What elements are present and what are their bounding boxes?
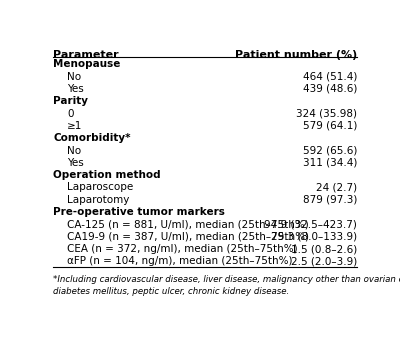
Text: 1.5 (0.8–2.6): 1.5 (0.8–2.6) [291,244,357,254]
Text: 592 (65.6): 592 (65.6) [302,146,357,155]
Text: 2.5 (2.0–3.9): 2.5 (2.0–3.9) [291,257,357,266]
Text: Laparoscope: Laparoscope [67,183,133,193]
Text: Parity: Parity [53,96,88,106]
Text: Comorbidity*: Comorbidity* [53,133,130,143]
Text: 29.3 (8.0–133.9): 29.3 (8.0–133.9) [271,232,357,242]
Text: *Including cardiovascular disease, liver disease, malignancy other than ovarian : *Including cardiovascular disease, liver… [53,275,400,296]
Text: 311 (34.4): 311 (34.4) [302,158,357,168]
Text: Menopause: Menopause [53,59,120,69]
Text: 94.9 (32.5–423.7): 94.9 (32.5–423.7) [264,219,357,230]
Text: Pre-operative tumor markers: Pre-operative tumor markers [53,207,225,217]
Text: No: No [67,146,81,155]
Text: 879 (97.3): 879 (97.3) [302,195,357,205]
Text: Operation method: Operation method [53,170,161,180]
Text: 464 (51.4): 464 (51.4) [302,72,357,81]
Text: αFP (n = 104, ng/m), median (25th–75th%): αFP (n = 104, ng/m), median (25th–75th%) [67,257,292,266]
Text: Parameter: Parameter [53,50,119,60]
Text: 439 (48.6): 439 (48.6) [302,84,357,94]
Text: Patient number (%): Patient number (%) [235,50,357,60]
Text: Yes: Yes [67,158,84,168]
Text: CEA (n = 372, ng/ml), median (25th–75th%): CEA (n = 372, ng/ml), median (25th–75th%… [67,244,298,254]
Text: Yes: Yes [67,84,84,94]
Text: CA19-9 (n = 387, U/ml), median (25th–75th%): CA19-9 (n = 387, U/ml), median (25th–75t… [67,232,309,242]
Text: Laparotomy: Laparotomy [67,195,130,205]
Text: 0: 0 [67,108,74,119]
Text: 324 (35.98): 324 (35.98) [296,108,357,119]
Text: ≥1: ≥1 [67,121,82,131]
Text: 579 (64.1): 579 (64.1) [302,121,357,131]
Text: CA-125 (n = 881, U/ml), median (25th–75th%): CA-125 (n = 881, U/ml), median (25th–75t… [67,219,309,230]
Text: No: No [67,72,81,81]
Text: 24 (2.7): 24 (2.7) [316,183,357,193]
